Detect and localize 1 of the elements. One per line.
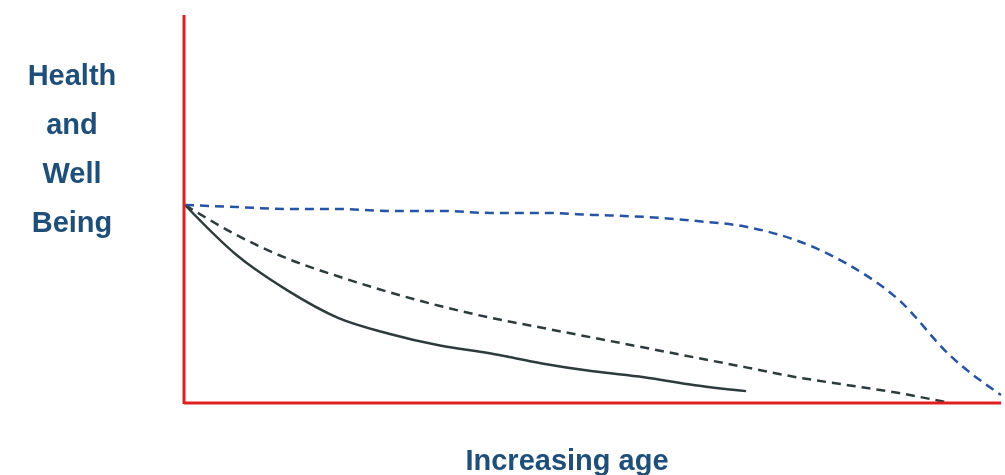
y-axis-title: Health and Well Being: [27, 59, 117, 238]
